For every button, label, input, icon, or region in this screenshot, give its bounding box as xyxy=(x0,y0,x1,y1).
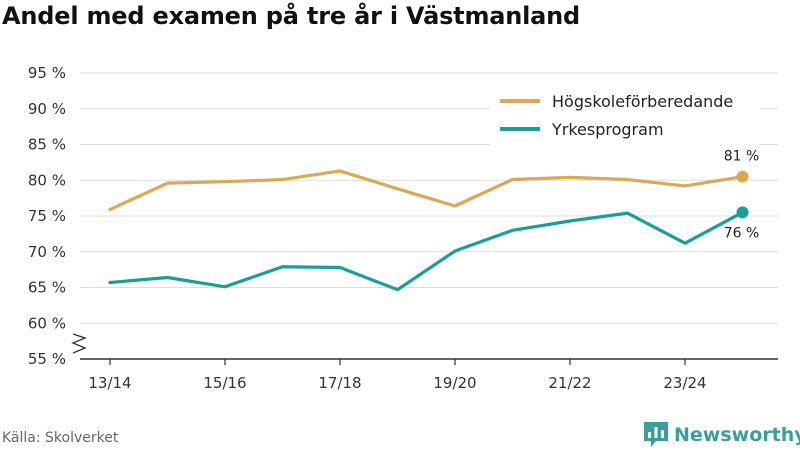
y-tick-label: 95 % xyxy=(28,64,66,82)
series-line xyxy=(108,169,745,212)
x-tick-label: 23/24 xyxy=(663,374,706,392)
series-end-point xyxy=(736,206,749,219)
legend-label: Yrkesprogram xyxy=(551,120,664,139)
x-tick-label: 17/18 xyxy=(318,374,361,392)
x-tick-label: 15/16 xyxy=(203,374,246,392)
y-tick-label: 70 % xyxy=(28,243,66,261)
y-tick-label: 65 % xyxy=(28,279,66,297)
brand-name: Newsworthy xyxy=(674,424,800,446)
y-tick-label: 85 % xyxy=(28,136,66,154)
source-note: Källa: Skolverket xyxy=(2,430,119,446)
end-value-label: 76 % xyxy=(724,225,760,241)
bar-chart-logo-icon xyxy=(644,422,668,447)
y-tick-label: 90 % xyxy=(28,100,66,118)
legend: Högskoleförberedande Yrkesprogram xyxy=(490,86,760,146)
x-tick-label: 21/22 xyxy=(548,374,591,392)
y-tick-label: 80 % xyxy=(28,171,66,189)
y-axis-labels: 55 % 60 % 65 % 70 % 75 % 80 % 85 % 90 % 95 % xyxy=(28,64,66,368)
brand-logo: Newsworthy xyxy=(644,419,800,451)
axis-break-icon xyxy=(71,333,87,354)
legend-box xyxy=(490,86,760,146)
chart-title: Andel med examen på tre år i Västmanland xyxy=(2,2,581,30)
x-tick-label: 19/20 xyxy=(433,374,476,392)
x-axis: 13/14 15/16 17/18 19/20 21/22 23/24 xyxy=(71,333,778,392)
series-lines: 81 % 76 % xyxy=(108,149,760,292)
legend-label: Högskoleförberedande xyxy=(552,92,733,111)
y-tick-label: 75 % xyxy=(28,207,66,225)
x-tick-label: 13/14 xyxy=(88,374,131,392)
end-value-label: 81 % xyxy=(724,149,760,165)
y-tick-label: 55 % xyxy=(28,350,66,368)
series-line xyxy=(108,210,745,292)
series-end-point xyxy=(736,170,749,183)
y-tick-label: 60 % xyxy=(28,314,66,332)
line-chart: 55 % 60 % 65 % 70 % 75 % 80 % 85 % 90 % 95 % 13/… xyxy=(28,64,778,392)
